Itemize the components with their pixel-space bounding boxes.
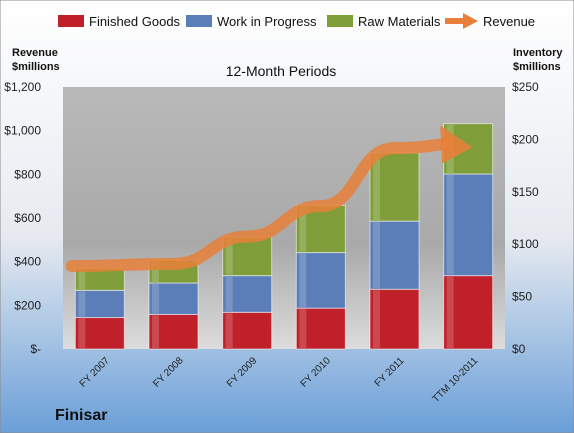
chart-subtitle: 12-Month Periods	[226, 63, 337, 79]
bar-highlight	[373, 222, 380, 289]
bar-finished-goods	[443, 275, 494, 350]
bar-highlight	[299, 253, 307, 308]
bar-highlight	[152, 315, 159, 348]
right-tick-label: $50	[512, 290, 532, 304]
bar-highlight	[152, 260, 159, 282]
left-tick-label: $600	[14, 211, 41, 225]
bar-finished-goods	[369, 288, 420, 350]
legend-label-finished-goods: Finished Goods	[89, 14, 181, 29]
bar-finished-goods	[74, 317, 125, 350]
revenue-arrowhead	[440, 125, 473, 164]
bar-highlight	[225, 313, 233, 348]
left-axis-title-line1: Revenue	[12, 47, 58, 59]
company-name: Finisar	[55, 407, 107, 424]
right-axis-title-line2: $millions	[513, 61, 561, 73]
legend-label-raw-materials: Raw Materials	[358, 14, 441, 29]
bars	[74, 123, 494, 350]
legend-swatch-finished-goods	[58, 15, 84, 27]
bar-highlight	[446, 174, 454, 275]
bar-highlight	[78, 291, 86, 317]
legend-label-revenue: Revenue	[483, 14, 535, 29]
right-tick-label: $200	[512, 132, 539, 146]
bar-work-in-progress	[443, 173, 494, 277]
legend-arrow-revenue	[463, 13, 478, 29]
left-tick-label: $1,000	[4, 124, 41, 138]
left-tick-label: $400	[14, 255, 41, 269]
legend-label-work-in-progress: Work in Progress	[217, 14, 317, 29]
legend: Finished Goods Work in Progress Raw Mate…	[58, 13, 535, 29]
left-axis-ticks: $- $200 $400 $600 $800 $1,000 $1,200	[4, 80, 41, 356]
bar-highlight	[299, 206, 307, 252]
left-tick-label: $800	[14, 167, 41, 181]
bar-highlight	[78, 318, 86, 348]
bar-work-in-progress	[74, 289, 125, 319]
right-axis-ticks: $0 $50 $100 $150 $200 $250	[512, 80, 539, 356]
bar-highlight	[225, 276, 233, 312]
legend-swatch-work-in-progress	[186, 15, 212, 27]
bar-work-in-progress	[369, 220, 420, 290]
left-tick-label: $200	[14, 298, 41, 312]
bar-highlight	[299, 309, 307, 348]
left-tick-label: $1,200	[4, 80, 41, 94]
bar-highlight	[373, 290, 380, 348]
revenue-line	[65, 138, 455, 273]
revenue-series	[65, 125, 473, 273]
right-tick-label: $0	[512, 342, 526, 356]
bar-highlight	[373, 154, 380, 221]
right-tick-label: $250	[512, 80, 539, 94]
bar-highlight	[446, 276, 454, 348]
legend-swatch-raw-materials	[327, 15, 353, 27]
bar-highlight	[152, 283, 159, 314]
right-tick-label: $150	[512, 185, 539, 199]
right-tick-label: $100	[512, 237, 539, 251]
bar-finished-goods	[295, 307, 346, 350]
bar-work-in-progress	[222, 275, 273, 313]
left-tick-label: $-	[30, 342, 41, 356]
bar-highlight	[78, 269, 86, 290]
bar-work-in-progress	[295, 252, 346, 309]
left-axis-title-line2: $millions	[12, 61, 60, 73]
bar-highlight	[225, 237, 233, 275]
right-axis-title-line1: Inventory	[513, 47, 563, 59]
